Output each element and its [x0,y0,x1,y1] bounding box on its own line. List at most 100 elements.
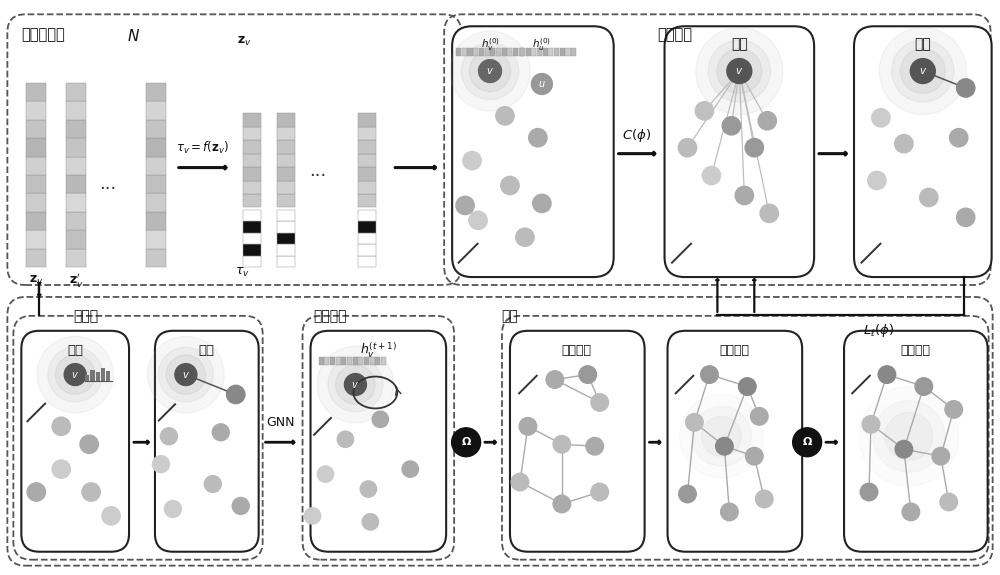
Bar [554,48,559,56]
Text: 采样: 采样 [199,344,215,357]
Circle shape [746,447,763,465]
Text: $C(\phi)$: $C(\phi)$ [622,127,651,144]
Bar [146,230,166,249]
FancyBboxPatch shape [155,331,259,552]
FancyBboxPatch shape [665,26,814,277]
Text: 边初始化: 边初始化 [657,27,692,43]
Circle shape [868,171,886,190]
Circle shape [48,347,103,402]
Text: $N$: $N$ [127,28,140,44]
Text: $\mathbf{z}_{v}'$: $\mathbf{z}_{v}'$ [69,271,84,289]
Circle shape [591,483,608,501]
Bar [243,194,261,208]
Circle shape [37,336,114,413]
Text: 分数: 分数 [731,37,748,51]
Bar [277,140,295,154]
Circle shape [317,346,394,423]
Bar [358,167,376,181]
Circle shape [859,386,959,486]
Bar [96,371,100,381]
Bar [358,356,363,365]
Text: 采样: 采样 [914,37,931,51]
Bar [243,244,261,256]
Circle shape [469,51,511,91]
FancyBboxPatch shape [311,331,446,552]
Text: $v$: $v$ [71,370,79,380]
Bar [26,175,46,193]
Circle shape [204,476,221,493]
Circle shape [372,411,389,428]
Bar [381,356,386,365]
Bar [146,212,166,230]
Bar [243,181,261,194]
Bar [101,367,105,381]
Bar [146,193,166,212]
Bar [66,83,86,101]
Circle shape [479,60,501,82]
Bar [277,210,295,221]
Circle shape [450,31,530,111]
Text: $\tau_v$: $\tau_v$ [235,266,250,279]
Circle shape [695,102,714,120]
Bar [571,48,576,56]
Circle shape [164,500,181,518]
Circle shape [717,49,762,94]
Bar [26,120,46,138]
Circle shape [895,440,913,458]
Bar [513,48,518,56]
Bar [364,356,369,365]
Circle shape [793,428,822,457]
Bar [106,371,110,381]
Circle shape [337,431,354,447]
FancyBboxPatch shape [668,331,802,552]
Bar [90,370,95,381]
Text: Ω: Ω [461,437,471,447]
Circle shape [878,366,896,384]
Text: GNN: GNN [266,416,295,429]
FancyBboxPatch shape [21,331,129,552]
Circle shape [945,401,963,418]
Circle shape [362,513,379,530]
Text: $h_v^{(t+1)}$: $h_v^{(t+1)}$ [360,341,397,361]
Circle shape [212,424,229,441]
Bar [490,48,495,56]
Circle shape [344,374,366,396]
Bar [358,244,376,256]
Circle shape [686,413,703,431]
Circle shape [516,228,534,247]
Circle shape [678,139,697,157]
Circle shape [463,151,481,170]
Circle shape [591,394,608,411]
FancyBboxPatch shape [844,331,988,552]
Bar [146,249,166,267]
Bar [358,256,376,267]
Circle shape [529,129,547,147]
Bar [277,256,295,267]
Circle shape [910,59,935,83]
Circle shape [900,49,945,94]
Circle shape [932,447,950,465]
Text: 分数: 分数 [67,344,83,357]
Circle shape [496,107,514,125]
Circle shape [402,461,418,477]
Text: 节点更新: 节点更新 [314,309,347,323]
Circle shape [727,59,752,83]
Bar [358,181,376,194]
Circle shape [175,363,197,385]
Bar [319,356,324,365]
Circle shape [920,188,938,206]
Bar [243,113,261,126]
Text: $L_{\ell}(\phi)$: $L_{\ell}(\phi)$ [863,323,895,339]
Circle shape [64,363,86,385]
Bar [277,126,295,140]
Bar [347,356,352,365]
Bar [146,83,166,101]
Circle shape [553,435,571,453]
Bar [66,249,86,267]
Text: $u$: $u$ [538,79,546,89]
Bar [496,48,501,56]
Bar [26,193,46,212]
Circle shape [701,366,718,384]
Bar [243,210,261,221]
Bar [277,233,295,244]
